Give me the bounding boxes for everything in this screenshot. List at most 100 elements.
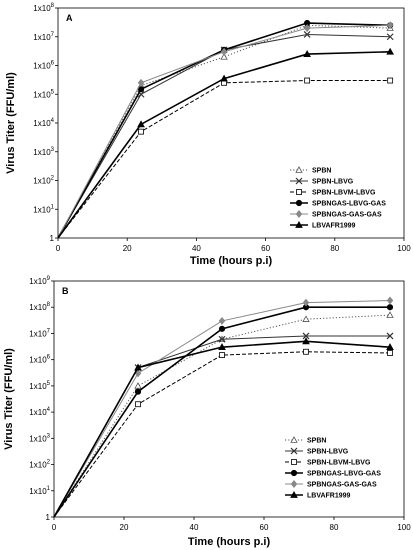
y-tick-label: 1x106 bbox=[29, 355, 50, 365]
data-point bbox=[302, 337, 310, 345]
y-tick-label: 1x103 bbox=[33, 147, 54, 157]
data-point bbox=[386, 304, 394, 311]
data-point bbox=[303, 348, 309, 355]
x-tick-label: 40 bbox=[192, 244, 201, 253]
data-point bbox=[220, 53, 228, 60]
series-4 bbox=[53, 296, 394, 518]
data-point bbox=[386, 332, 394, 340]
x-tick-label: 100 bbox=[397, 244, 411, 253]
y-tick-label: 1 bbox=[50, 234, 55, 243]
legend-entry: SPBN-LBVG bbox=[312, 179, 354, 186]
data-point bbox=[303, 31, 311, 38]
series-line bbox=[57, 24, 391, 239]
data-point bbox=[386, 311, 394, 318]
legend-entry: SPBN-LBVG bbox=[307, 449, 349, 456]
legend-marker bbox=[290, 480, 298, 488]
y-tick-label: 1x109 bbox=[29, 276, 50, 286]
y-tick-label: 1x102 bbox=[29, 460, 50, 470]
legend-marker bbox=[295, 177, 303, 185]
y-tick-label: 1x103 bbox=[29, 433, 50, 443]
legend-marker bbox=[290, 447, 298, 455]
legend-marker bbox=[290, 490, 298, 498]
series-2 bbox=[57, 77, 394, 239]
x-tick-label: 0 bbox=[52, 523, 57, 532]
legend-entry: SPBNGAS-GAS-GAS bbox=[307, 482, 377, 489]
series-3 bbox=[53, 304, 394, 518]
data-point bbox=[387, 77, 394, 84]
panel-label: B bbox=[62, 286, 69, 296]
legend-entry: LBVAFR1999 bbox=[307, 493, 351, 500]
y-tick-label: 1x107 bbox=[29, 328, 50, 338]
y-tick-label: 1x106 bbox=[33, 61, 54, 71]
data-point bbox=[303, 24, 311, 33]
y-tick-label: 1x104 bbox=[33, 118, 54, 128]
data-point bbox=[302, 298, 310, 307]
legend-marker bbox=[290, 469, 298, 477]
data-point bbox=[137, 120, 145, 128]
y-tick-label: 1x101 bbox=[29, 486, 50, 496]
legend: SPBN SPBN-LBVG SPBN-LBVM-LBVG SPBNGAS-LBVG-… bbox=[285, 436, 381, 500]
data-point bbox=[134, 388, 142, 395]
x-tick-label: 60 bbox=[261, 244, 270, 253]
data-point bbox=[134, 382, 142, 389]
data-point bbox=[386, 343, 394, 351]
series-line bbox=[53, 340, 391, 518]
data-point bbox=[302, 332, 310, 340]
series-4 bbox=[57, 21, 394, 239]
plot-frame bbox=[53, 280, 405, 518]
x-axis-label: Time (hours p.i) bbox=[188, 536, 271, 548]
series-5 bbox=[57, 47, 395, 239]
y-tick-label: 1x101 bbox=[33, 204, 54, 214]
data-point bbox=[303, 50, 311, 57]
y-tick-label: 1x105 bbox=[29, 381, 50, 391]
x-tick-label: 80 bbox=[330, 244, 339, 253]
series-5 bbox=[53, 337, 394, 518]
y-tick-label: 1x108 bbox=[29, 302, 50, 312]
data-point bbox=[137, 78, 145, 87]
legend-marker bbox=[295, 166, 303, 173]
y-axis-label: Virus Titer (FFU/ml) bbox=[3, 348, 15, 450]
data-point bbox=[138, 128, 144, 135]
x-axis-label: Time (hours p.i) bbox=[190, 255, 273, 267]
data-point bbox=[219, 352, 225, 358]
y-tick-label: 1x108 bbox=[33, 3, 54, 13]
x-tick-label: 20 bbox=[120, 523, 129, 532]
legend-marker bbox=[290, 436, 298, 443]
y-tick-label: 1 bbox=[46, 513, 51, 522]
y-tick-label: 1x107 bbox=[33, 32, 54, 42]
legend-entry: LBVAFR1999 bbox=[312, 223, 356, 230]
legend-entry: SPBNGAS-LBVG-GAS bbox=[307, 471, 381, 478]
data-point bbox=[302, 315, 310, 322]
legend: SPBN SPBN-LBVG SPBN-LBVM-LBVG SPBNGAS-LBVG-… bbox=[290, 166, 386, 230]
data-point bbox=[134, 363, 142, 371]
x-tick-label: 80 bbox=[330, 523, 339, 532]
legend-marker bbox=[295, 210, 303, 218]
x-tick-label: 40 bbox=[190, 523, 199, 532]
data-point bbox=[304, 77, 311, 84]
data-point bbox=[387, 350, 393, 356]
legend-marker bbox=[291, 459, 297, 465]
x-tick-label: 100 bbox=[397, 523, 411, 532]
legend-marker bbox=[295, 220, 303, 228]
chart-1: B 0 20 40 60 80 100 1 1x101 1x102 1x103 1x104 1x105 1… bbox=[3, 276, 411, 548]
data-point bbox=[218, 343, 226, 351]
data-point bbox=[220, 74, 228, 82]
panel-label: A bbox=[66, 13, 73, 23]
data-point bbox=[218, 335, 226, 343]
series-2 bbox=[53, 348, 393, 518]
data-point bbox=[386, 33, 394, 41]
data-point bbox=[220, 47, 228, 56]
data-point bbox=[135, 401, 141, 408]
chart-0: A 0 20 40 60 80 100 1 1x101 1x102 1x103 1x104 1x105 1… bbox=[5, 3, 411, 267]
legend-entry: SPBN bbox=[307, 438, 326, 445]
x-tick-label: 0 bbox=[56, 244, 61, 253]
legend-entry: SPBNGAS-GAS-GAS bbox=[312, 212, 382, 219]
legend-marker bbox=[295, 199, 303, 207]
legend-entry: SPBN-LBVM-LBVG bbox=[307, 460, 371, 467]
y-tick-label: 1x102 bbox=[33, 176, 54, 186]
data-point bbox=[386, 47, 395, 55]
x-tick-label: 20 bbox=[123, 244, 132, 253]
legend-entry: SPBN-LBVM-LBVG bbox=[312, 190, 376, 197]
data-point bbox=[137, 86, 145, 93]
